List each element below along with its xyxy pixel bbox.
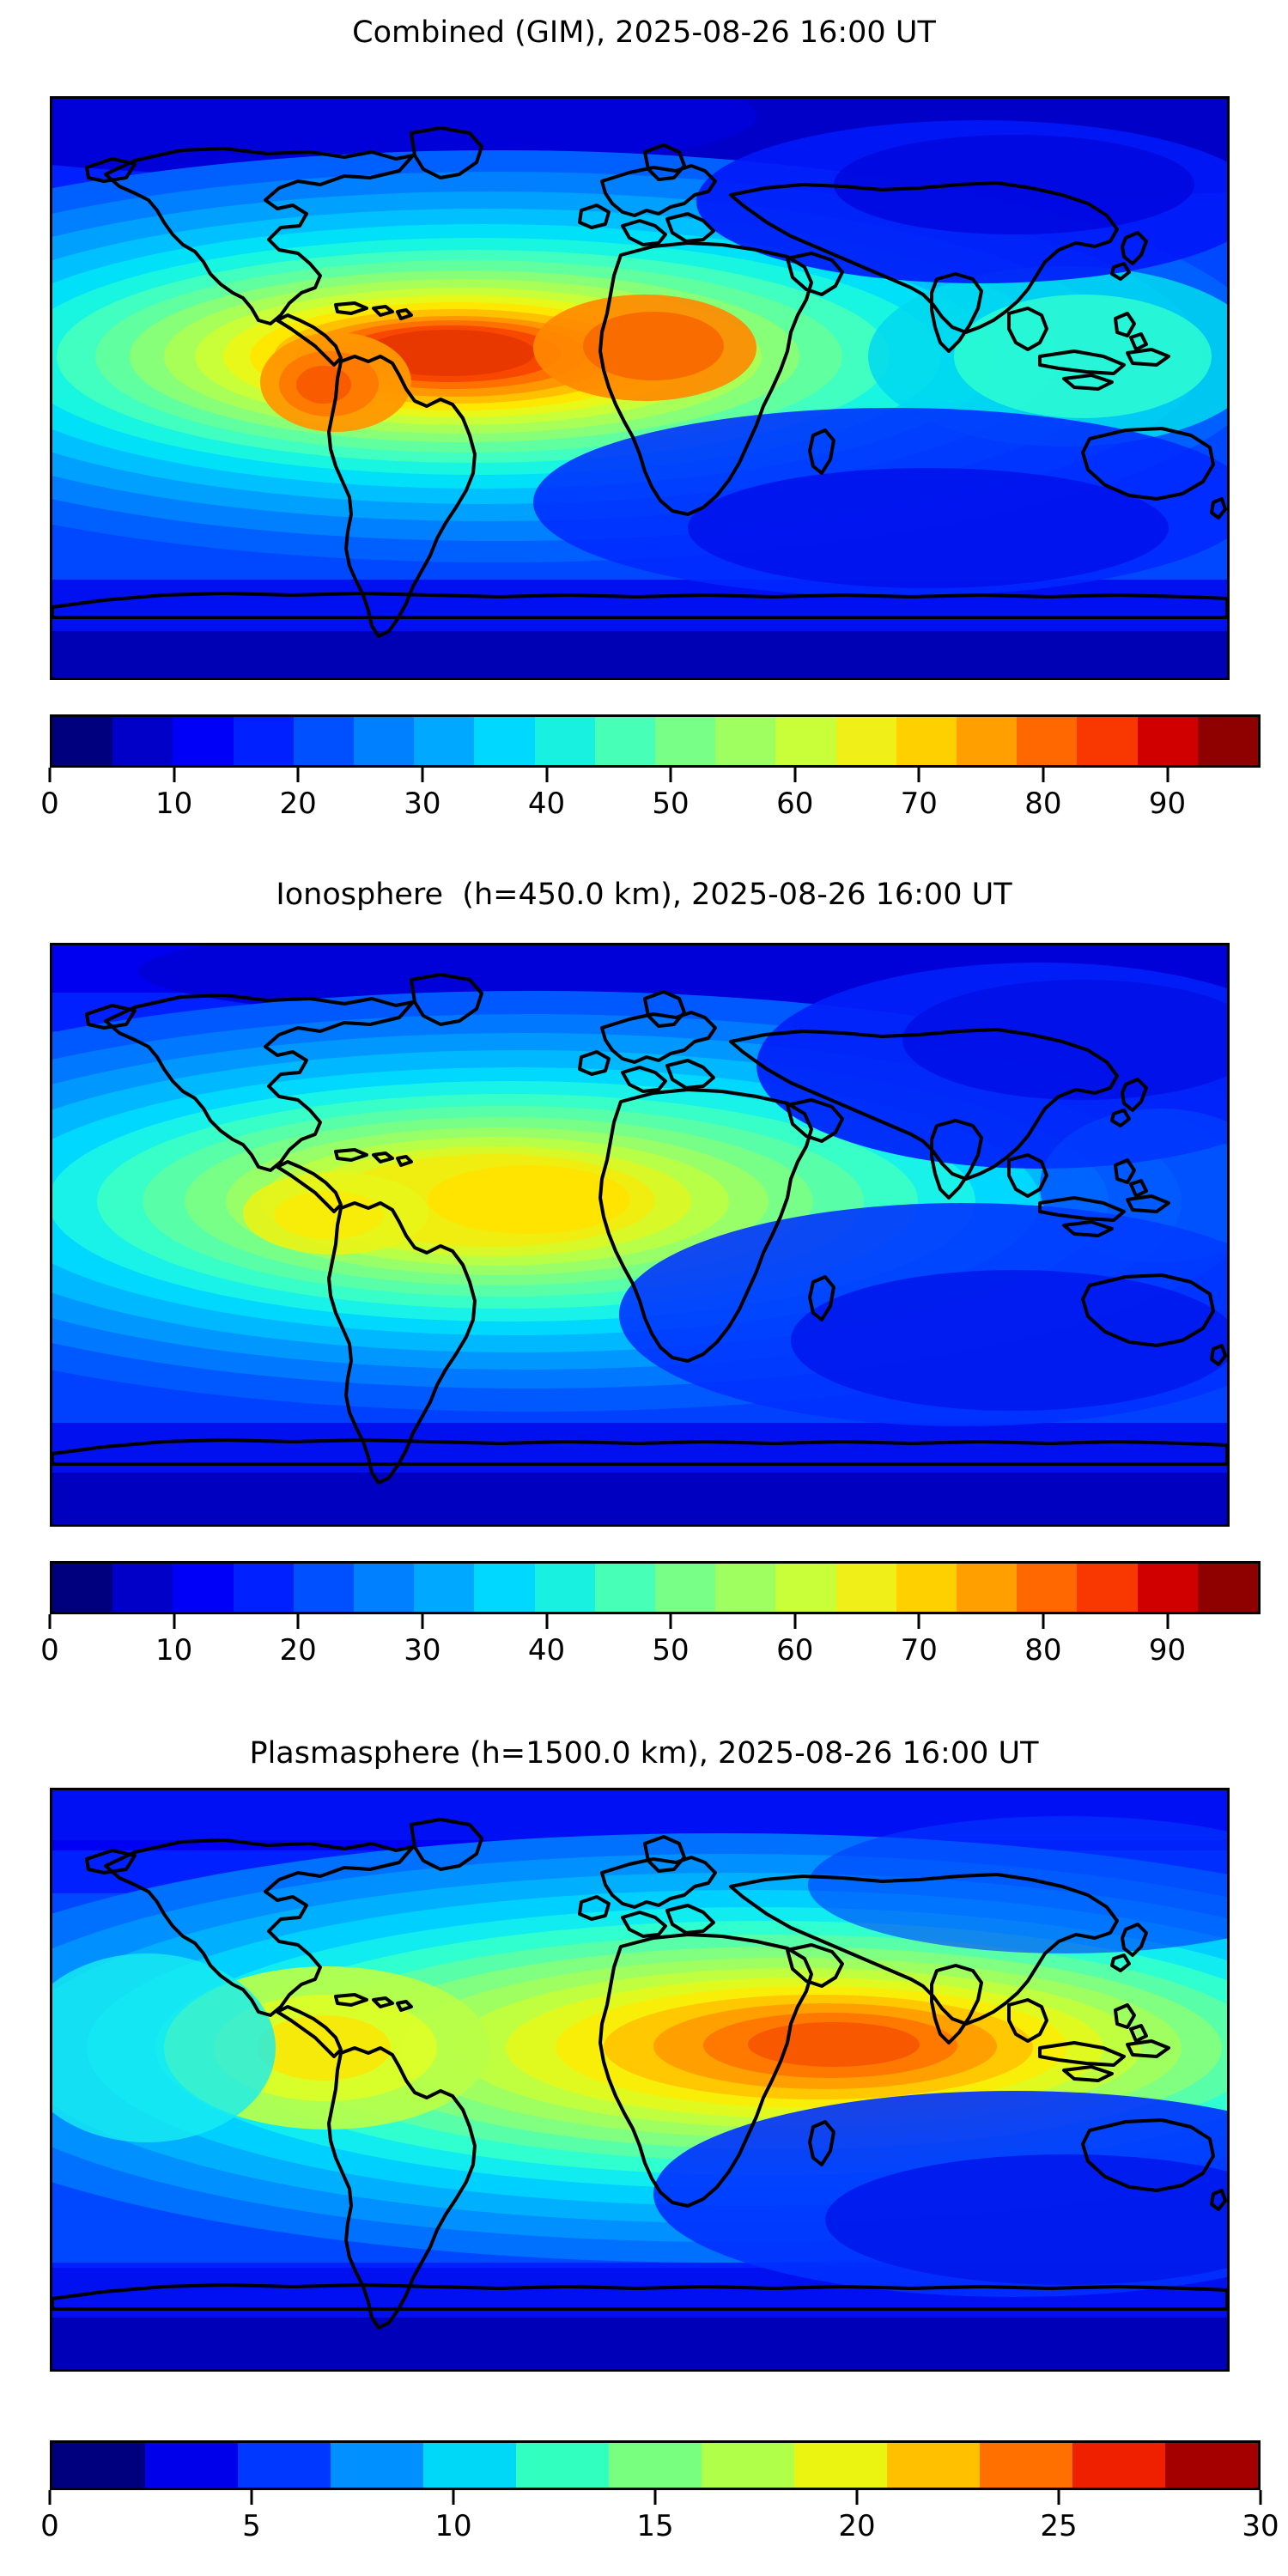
cbar-tick-label: 0 — [40, 1633, 59, 1668]
map-plasmasphere — [50, 1788, 1230, 2372]
cbar-tick-label: 80 — [1024, 1633, 1062, 1668]
map-ionosphere — [50, 943, 1230, 1527]
panel-combined: Combined (GIM), 2025-08-26 16:00 UT — [0, 0, 1288, 859]
cbar-tick-label: 10 — [434, 2509, 472, 2543]
cbar-tick-label: 80 — [1024, 787, 1062, 821]
cbar-tick-label: 0 — [40, 2509, 59, 2543]
cbar-tick-label: 20 — [279, 1633, 317, 1668]
cbar-tick-label: 90 — [1148, 1633, 1187, 1668]
panel-plasmasphere: Plasmasphere (h=1500.0 km), 2025-08-26 1… — [0, 1717, 1288, 2576]
cbar-tick-label: 20 — [838, 2509, 876, 2543]
panel-title-plasmasphere: Plasmasphere (h=1500.0 km), 2025-08-26 1… — [249, 1736, 1039, 1771]
colorbar-plasmasphere: 0 5 10 15 20 25 30 — [40, 2440, 1279, 2543]
cbar-tick-label: 25 — [1040, 2509, 1078, 2543]
cbar-tick-label: 30 — [404, 787, 441, 821]
panel-title-combined: Combined (GIM), 2025-08-26 16:00 UT — [352, 15, 936, 50]
cbar-tick-label: 10 — [155, 1633, 193, 1668]
cbar-tick-label: 90 — [1148, 787, 1187, 821]
cbar-tick-label: 40 — [527, 787, 566, 821]
colorbar-strip-combined — [52, 717, 1259, 765]
cbar-tick-label: 60 — [776, 787, 814, 821]
cbar-tick-label: 70 — [900, 1633, 938, 1668]
colorbar-ionosphere: 0 10 20 30 40 50 60 70 80 90 — [40, 1561, 1261, 1668]
cbar-tick-label: 60 — [776, 1633, 814, 1668]
cbar-tick-label: 5 — [242, 2509, 261, 2543]
cbar-tick-label: 0 — [40, 787, 59, 821]
cbar-tick-label: 50 — [652, 1633, 690, 1668]
cbar-tick-label: 30 — [1242, 2509, 1279, 2543]
panel-ionosphere: Ionosphere (h=450.0 km), 2025-08-26 16:0… — [0, 859, 1288, 1717]
contour-field-ionosphere — [52, 945, 1227, 1524]
cbar-tick-label: 20 — [279, 787, 317, 821]
cbar-tick-label: 15 — [636, 2509, 674, 2543]
cbar-tick-label: 50 — [652, 787, 690, 821]
cbar-tick-label: 70 — [900, 787, 938, 821]
map-canvas-combined — [52, 99, 1227, 677]
cbar-tick-label: 10 — [155, 787, 193, 821]
contour-field-plasmasphere — [52, 1790, 1227, 2369]
colorbar-strip-plasmasphere — [52, 2443, 1258, 2488]
panel-title-ionosphere: Ionosphere (h=450.0 km), 2025-08-26 16:0… — [276, 878, 1012, 912]
cbar-tick-label: 30 — [404, 1633, 441, 1668]
map-combined — [50, 96, 1230, 680]
contour-field-combined — [52, 99, 1227, 677]
cbar-tick-label: 40 — [527, 1633, 566, 1668]
map-canvas-ionosphere — [52, 945, 1227, 1524]
colorbar-combined: 0 10 20 30 40 50 60 70 80 90 — [40, 714, 1261, 821]
map-canvas-plasmasphere — [52, 1790, 1227, 2369]
colorbar-strip-ionosphere — [52, 1564, 1259, 1612]
